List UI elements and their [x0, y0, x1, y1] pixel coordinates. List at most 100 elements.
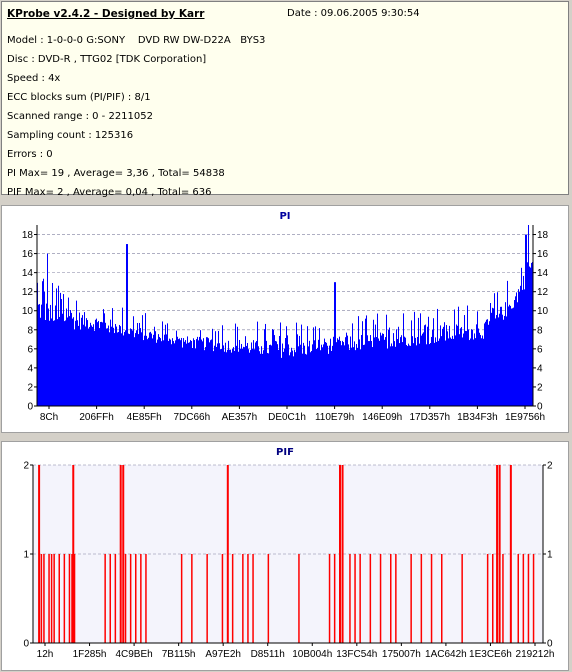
pif-xtick-label: 219212h: [516, 649, 555, 660]
pi-bar: [412, 336, 413, 406]
pi-bar: [285, 338, 286, 406]
pi-bar: [407, 346, 408, 406]
pi-bar: [442, 328, 443, 406]
pif-xtick-label: 175007h: [382, 649, 421, 660]
info-model: Model : 1-0-0-0 G:SONY DVD RW DW-D22A BY…: [7, 35, 266, 46]
pi-bar: [80, 329, 81, 406]
pi-bar: [299, 335, 300, 406]
pi-bar: [164, 334, 165, 406]
pi-bar: [418, 317, 419, 406]
pi-bar: [59, 316, 60, 406]
pi-bar: [139, 322, 140, 406]
pi-bar: [94, 330, 95, 406]
pif-bar: [50, 554, 53, 643]
pi-bar: [401, 335, 402, 406]
pi-bar: [415, 337, 416, 406]
pi-bar: [145, 313, 146, 406]
pi-bar: [326, 342, 327, 406]
pi-bar: [292, 350, 293, 406]
pi-bar: [425, 324, 426, 406]
pif-bar: [191, 554, 193, 643]
pi-bar: [472, 329, 473, 406]
pi-bar: [422, 333, 423, 406]
pi-bar: [70, 310, 71, 406]
pi-bar: [471, 329, 472, 406]
pi-bar: [321, 344, 322, 406]
pi-bar: [334, 282, 335, 406]
pif-bar: [180, 554, 183, 643]
pi-bar: [340, 340, 341, 406]
pi-bar: [305, 353, 306, 406]
pi-bar: [393, 333, 394, 406]
pi-bar: [309, 340, 310, 406]
pi-bar: [238, 351, 239, 406]
pi-bar: [76, 300, 77, 406]
pi-bar: [150, 331, 151, 406]
pi-bar: [282, 343, 283, 406]
pi-bar: [311, 350, 312, 406]
pif-bar: [68, 554, 71, 643]
pi-bar: [459, 334, 460, 406]
pif-bar: [509, 465, 512, 643]
pi-bar: [525, 234, 526, 406]
pi-bar: [376, 337, 377, 406]
pi-bar: [416, 345, 417, 406]
pi-bar: [228, 340, 229, 406]
pi-xtick-label: 8Ch: [40, 412, 58, 423]
pi-ytick-right: 6: [537, 344, 543, 355]
pi-bar: [427, 326, 428, 406]
pi-bar: [255, 342, 256, 406]
pi-bar: [84, 312, 85, 406]
pi-bar: [349, 349, 350, 406]
pi-bar: [476, 324, 477, 406]
pi-bar: [474, 333, 475, 406]
pi-bar: [467, 305, 468, 406]
pi-bar: [434, 342, 435, 406]
pi-bar: [44, 291, 45, 406]
pi-xtick-label: 4E85Fh: [127, 412, 162, 423]
pi-bar: [165, 324, 166, 406]
pif-xtick-label: D8511h: [251, 649, 285, 660]
pi-bar: [304, 345, 305, 406]
pi-bar: [301, 324, 302, 406]
pi-bar: [133, 316, 134, 406]
pi-bar: [456, 324, 457, 406]
pi-bar: [119, 324, 120, 406]
pi-bar: [355, 350, 356, 406]
pi-bar: [477, 311, 478, 406]
pi-ytick-right: 14: [537, 268, 549, 279]
pi-bar: [199, 336, 200, 406]
pi-bar: [283, 351, 284, 406]
pi-bar: [414, 311, 415, 406]
pi-bar: [328, 353, 329, 406]
pi-bar: [142, 315, 143, 406]
pif-xtick-label: 4C9BEh: [115, 649, 152, 660]
pi-bar: [152, 338, 153, 406]
pi-bar: [210, 340, 211, 406]
pi-bar: [353, 347, 354, 406]
pi-bar: [39, 304, 40, 406]
pi-bar: [486, 319, 487, 406]
pi-bar: [215, 331, 216, 406]
pi-bar: [121, 333, 122, 406]
pi-bar: [71, 312, 72, 406]
pi-bar: [231, 352, 232, 406]
pi-bar: [224, 351, 225, 406]
pi-bar: [455, 335, 456, 406]
pi-bar: [220, 349, 221, 406]
pi-bar: [83, 324, 84, 406]
pi-bar: [421, 335, 422, 406]
pi-bar: [382, 333, 383, 406]
pi-bar: [75, 320, 76, 406]
pi-bar: [447, 331, 448, 406]
pi-bar: [91, 325, 92, 406]
pif-bar: [379, 554, 382, 643]
pi-bar: [466, 331, 467, 406]
pi-bar: [518, 289, 519, 406]
pi-bar: [488, 324, 489, 406]
pi-bar: [101, 321, 102, 406]
pif-bar: [40, 554, 43, 643]
pi-bar: [527, 262, 528, 406]
pif-ytick-left: 2: [23, 461, 29, 472]
pi-bar: [374, 337, 375, 406]
